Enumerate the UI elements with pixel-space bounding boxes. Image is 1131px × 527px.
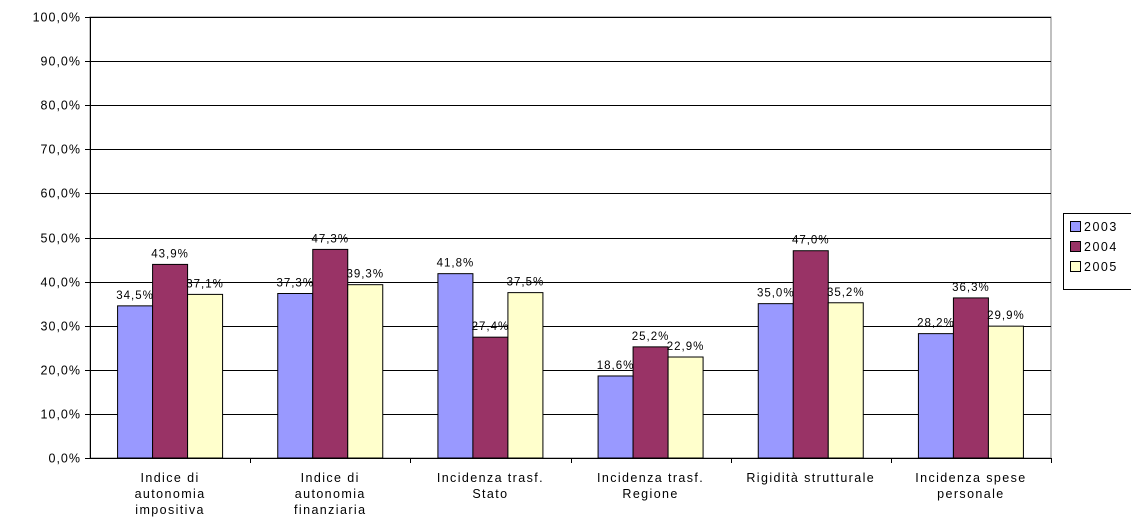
bar-2004	[153, 264, 188, 458]
data-label: 41,8%	[437, 258, 475, 270]
bar-2003	[758, 304, 793, 458]
bar-2005	[348, 285, 383, 458]
data-label: 37,5%	[507, 277, 545, 289]
bar-2004	[633, 347, 668, 458]
legend-label: 2003	[1084, 220, 1118, 234]
bar-2003	[438, 274, 473, 458]
bar-2005	[668, 357, 703, 458]
y-tick-label: 80,0%	[41, 99, 81, 113]
y-tick-label: 100,0%	[33, 11, 81, 25]
data-label: 47,0%	[792, 235, 830, 247]
data-label: 34,5%	[116, 290, 154, 302]
y-tick-label: 50,0%	[41, 232, 81, 246]
bar-2005	[988, 326, 1023, 458]
data-label: 36,3%	[952, 282, 990, 294]
y-tick-label: 90,0%	[41, 55, 81, 69]
y-tick-label: 0,0%	[49, 452, 82, 466]
data-label: 39,3%	[346, 269, 384, 281]
y-tick-label: 70,0%	[41, 143, 81, 157]
bar-2003	[918, 334, 953, 458]
x-category-label: personale	[937, 487, 1005, 501]
bar-2005	[508, 293, 543, 458]
plot-area	[90, 17, 1051, 458]
y-tick-label: 20,0%	[41, 364, 81, 378]
legend-label: 2004	[1084, 240, 1118, 254]
x-category-label: Incidenza spese	[915, 471, 1026, 485]
bar-2004	[313, 249, 348, 458]
data-label: 37,3%	[276, 278, 314, 290]
legend-label: 2005	[1084, 260, 1118, 274]
x-category-label: Rigidità strutturale	[746, 471, 875, 485]
data-label: 37,1%	[186, 278, 224, 290]
bar-2004	[473, 337, 508, 458]
y-tick-label: 30,0%	[41, 320, 81, 334]
y-tick-label: 10,0%	[41, 408, 81, 422]
x-category-label: Indice di	[140, 471, 199, 485]
data-label: 25,2%	[632, 331, 670, 343]
x-category-label: Regione	[622, 487, 678, 501]
x-category-label: impositiva	[135, 503, 205, 517]
data-label: 29,9%	[987, 310, 1025, 322]
y-tick-label: 40,0%	[41, 276, 81, 290]
x-category-label: Incidenza trasf.	[437, 471, 544, 485]
data-label: 47,3%	[311, 233, 349, 245]
bar-2003	[598, 376, 633, 458]
data-label: 28,2%	[917, 318, 955, 330]
y-tick-label: 60,0%	[41, 187, 81, 201]
legend-swatch-2003	[1071, 222, 1081, 232]
data-label: 43,9%	[151, 248, 189, 260]
bar-2003	[278, 294, 313, 458]
bar-2004	[793, 251, 828, 458]
bar-2005	[828, 303, 863, 458]
x-category-label: autonomia	[135, 487, 206, 501]
bar-2003	[118, 306, 153, 458]
data-label: 18,6%	[597, 360, 635, 372]
x-category-label: Stato	[472, 487, 508, 501]
data-label: 35,2%	[827, 287, 865, 299]
x-category-label: finanziaria	[294, 503, 366, 517]
bar-2004	[953, 298, 988, 458]
data-label: 27,4%	[472, 321, 510, 333]
legend-swatch-2004	[1071, 242, 1081, 252]
data-label: 22,9%	[667, 341, 705, 353]
legend-swatch-2005	[1071, 262, 1081, 272]
x-category-label: Incidenza trasf.	[597, 471, 704, 485]
data-label: 35,0%	[757, 288, 795, 300]
x-category-label: Indice di	[301, 471, 360, 485]
bar-2005	[188, 294, 223, 458]
x-category-label: autonomia	[295, 487, 366, 501]
